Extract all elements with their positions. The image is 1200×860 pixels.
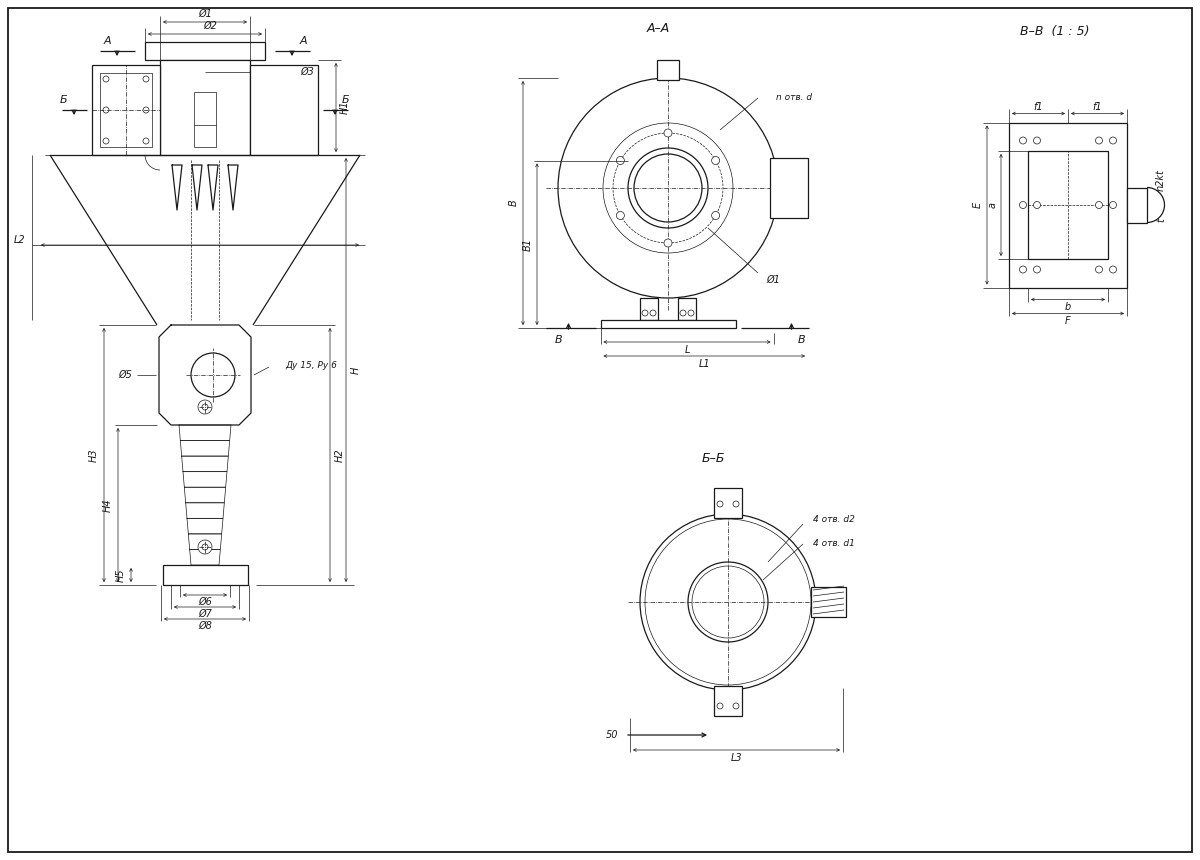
Text: f1: f1 [1093, 101, 1103, 112]
Text: H3: H3 [89, 448, 98, 462]
Bar [678, 298, 696, 320]
Text: H: H [352, 366, 361, 374]
Text: E: E [973, 202, 983, 208]
Bar [160, 60, 250, 155]
Text: f1: f1 [1033, 101, 1043, 112]
Text: L3: L3 [731, 753, 743, 763]
Text: Б: Б [342, 95, 350, 105]
Text: a: a [988, 202, 998, 208]
Text: 50: 50 [606, 730, 618, 740]
Text: 4 отв. d2: 4 отв. d2 [814, 515, 854, 525]
Text: Ø3: Ø3 [300, 67, 314, 77]
Circle shape [1020, 266, 1026, 273]
Bar [92, 65, 160, 155]
Circle shape [688, 562, 768, 642]
Text: L2: L2 [14, 235, 26, 245]
Text: b: b [1064, 302, 1072, 311]
Text: H5: H5 [116, 568, 126, 582]
Circle shape [712, 212, 720, 219]
Circle shape [712, 157, 720, 164]
Text: B1: B1 [523, 237, 533, 251]
Text: Ø1: Ø1 [198, 9, 212, 19]
Circle shape [617, 157, 624, 164]
Bar [770, 158, 808, 218]
Bar [194, 92, 216, 147]
Circle shape [640, 514, 816, 690]
Text: Ø2: Ø2 [203, 21, 217, 31]
Text: t: t [1156, 218, 1166, 222]
Text: А–А: А–А [647, 22, 670, 34]
Text: Ø5: Ø5 [118, 370, 132, 380]
Text: n2kt: n2kt [1156, 169, 1166, 191]
Bar [160, 42, 250, 60]
Circle shape [628, 148, 708, 228]
Circle shape [664, 239, 672, 247]
Bar [1127, 187, 1147, 223]
Text: n отв. d: n отв. d [776, 94, 812, 102]
Text: 4 отв. d1: 4 отв. d1 [814, 539, 854, 549]
Text: Ду 15, Ру 6: Ду 15, Ру 6 [286, 360, 337, 370]
Text: Ø6: Ø6 [198, 597, 212, 607]
Text: Б–Б: Б–Б [701, 452, 725, 465]
Bar [640, 298, 658, 320]
Text: Б: Б [60, 95, 68, 105]
Circle shape [1020, 201, 1026, 208]
Circle shape [558, 78, 778, 298]
Bar [100, 73, 152, 147]
Text: B: B [509, 200, 520, 206]
Text: H4: H4 [103, 498, 113, 512]
Circle shape [664, 129, 672, 137]
Circle shape [1096, 266, 1103, 273]
Text: H2: H2 [335, 448, 346, 462]
Bar [145, 42, 265, 60]
Circle shape [1096, 137, 1103, 144]
Circle shape [198, 400, 212, 414]
Text: В: В [798, 335, 805, 345]
Text: Ø7: Ø7 [198, 609, 212, 619]
Circle shape [1020, 137, 1026, 144]
Circle shape [1110, 137, 1116, 144]
Circle shape [1110, 201, 1116, 208]
Circle shape [191, 353, 235, 397]
Circle shape [1110, 266, 1116, 273]
Circle shape [1096, 201, 1103, 208]
Circle shape [198, 540, 212, 554]
Text: В–В  (1 : 5): В–В (1 : 5) [1020, 26, 1090, 39]
Bar [600, 320, 736, 328]
Text: Ø1: Ø1 [766, 275, 780, 285]
Text: L1: L1 [698, 359, 710, 369]
Circle shape [1033, 266, 1040, 273]
Text: А: А [299, 36, 307, 46]
Bar [1009, 122, 1127, 287]
Circle shape [617, 212, 624, 219]
Bar [162, 565, 247, 585]
Circle shape [1033, 201, 1040, 208]
Text: F: F [1066, 316, 1070, 325]
Text: L: L [684, 345, 690, 355]
Bar [250, 65, 318, 155]
Bar [714, 488, 742, 518]
Bar [811, 587, 846, 617]
Text: H1: H1 [340, 101, 350, 114]
Text: Ø8: Ø8 [198, 621, 212, 631]
Bar [1028, 151, 1108, 259]
Bar [714, 686, 742, 716]
Bar [658, 60, 679, 80]
Circle shape [1033, 137, 1040, 144]
Text: В: В [554, 335, 563, 345]
Text: А: А [103, 36, 110, 46]
